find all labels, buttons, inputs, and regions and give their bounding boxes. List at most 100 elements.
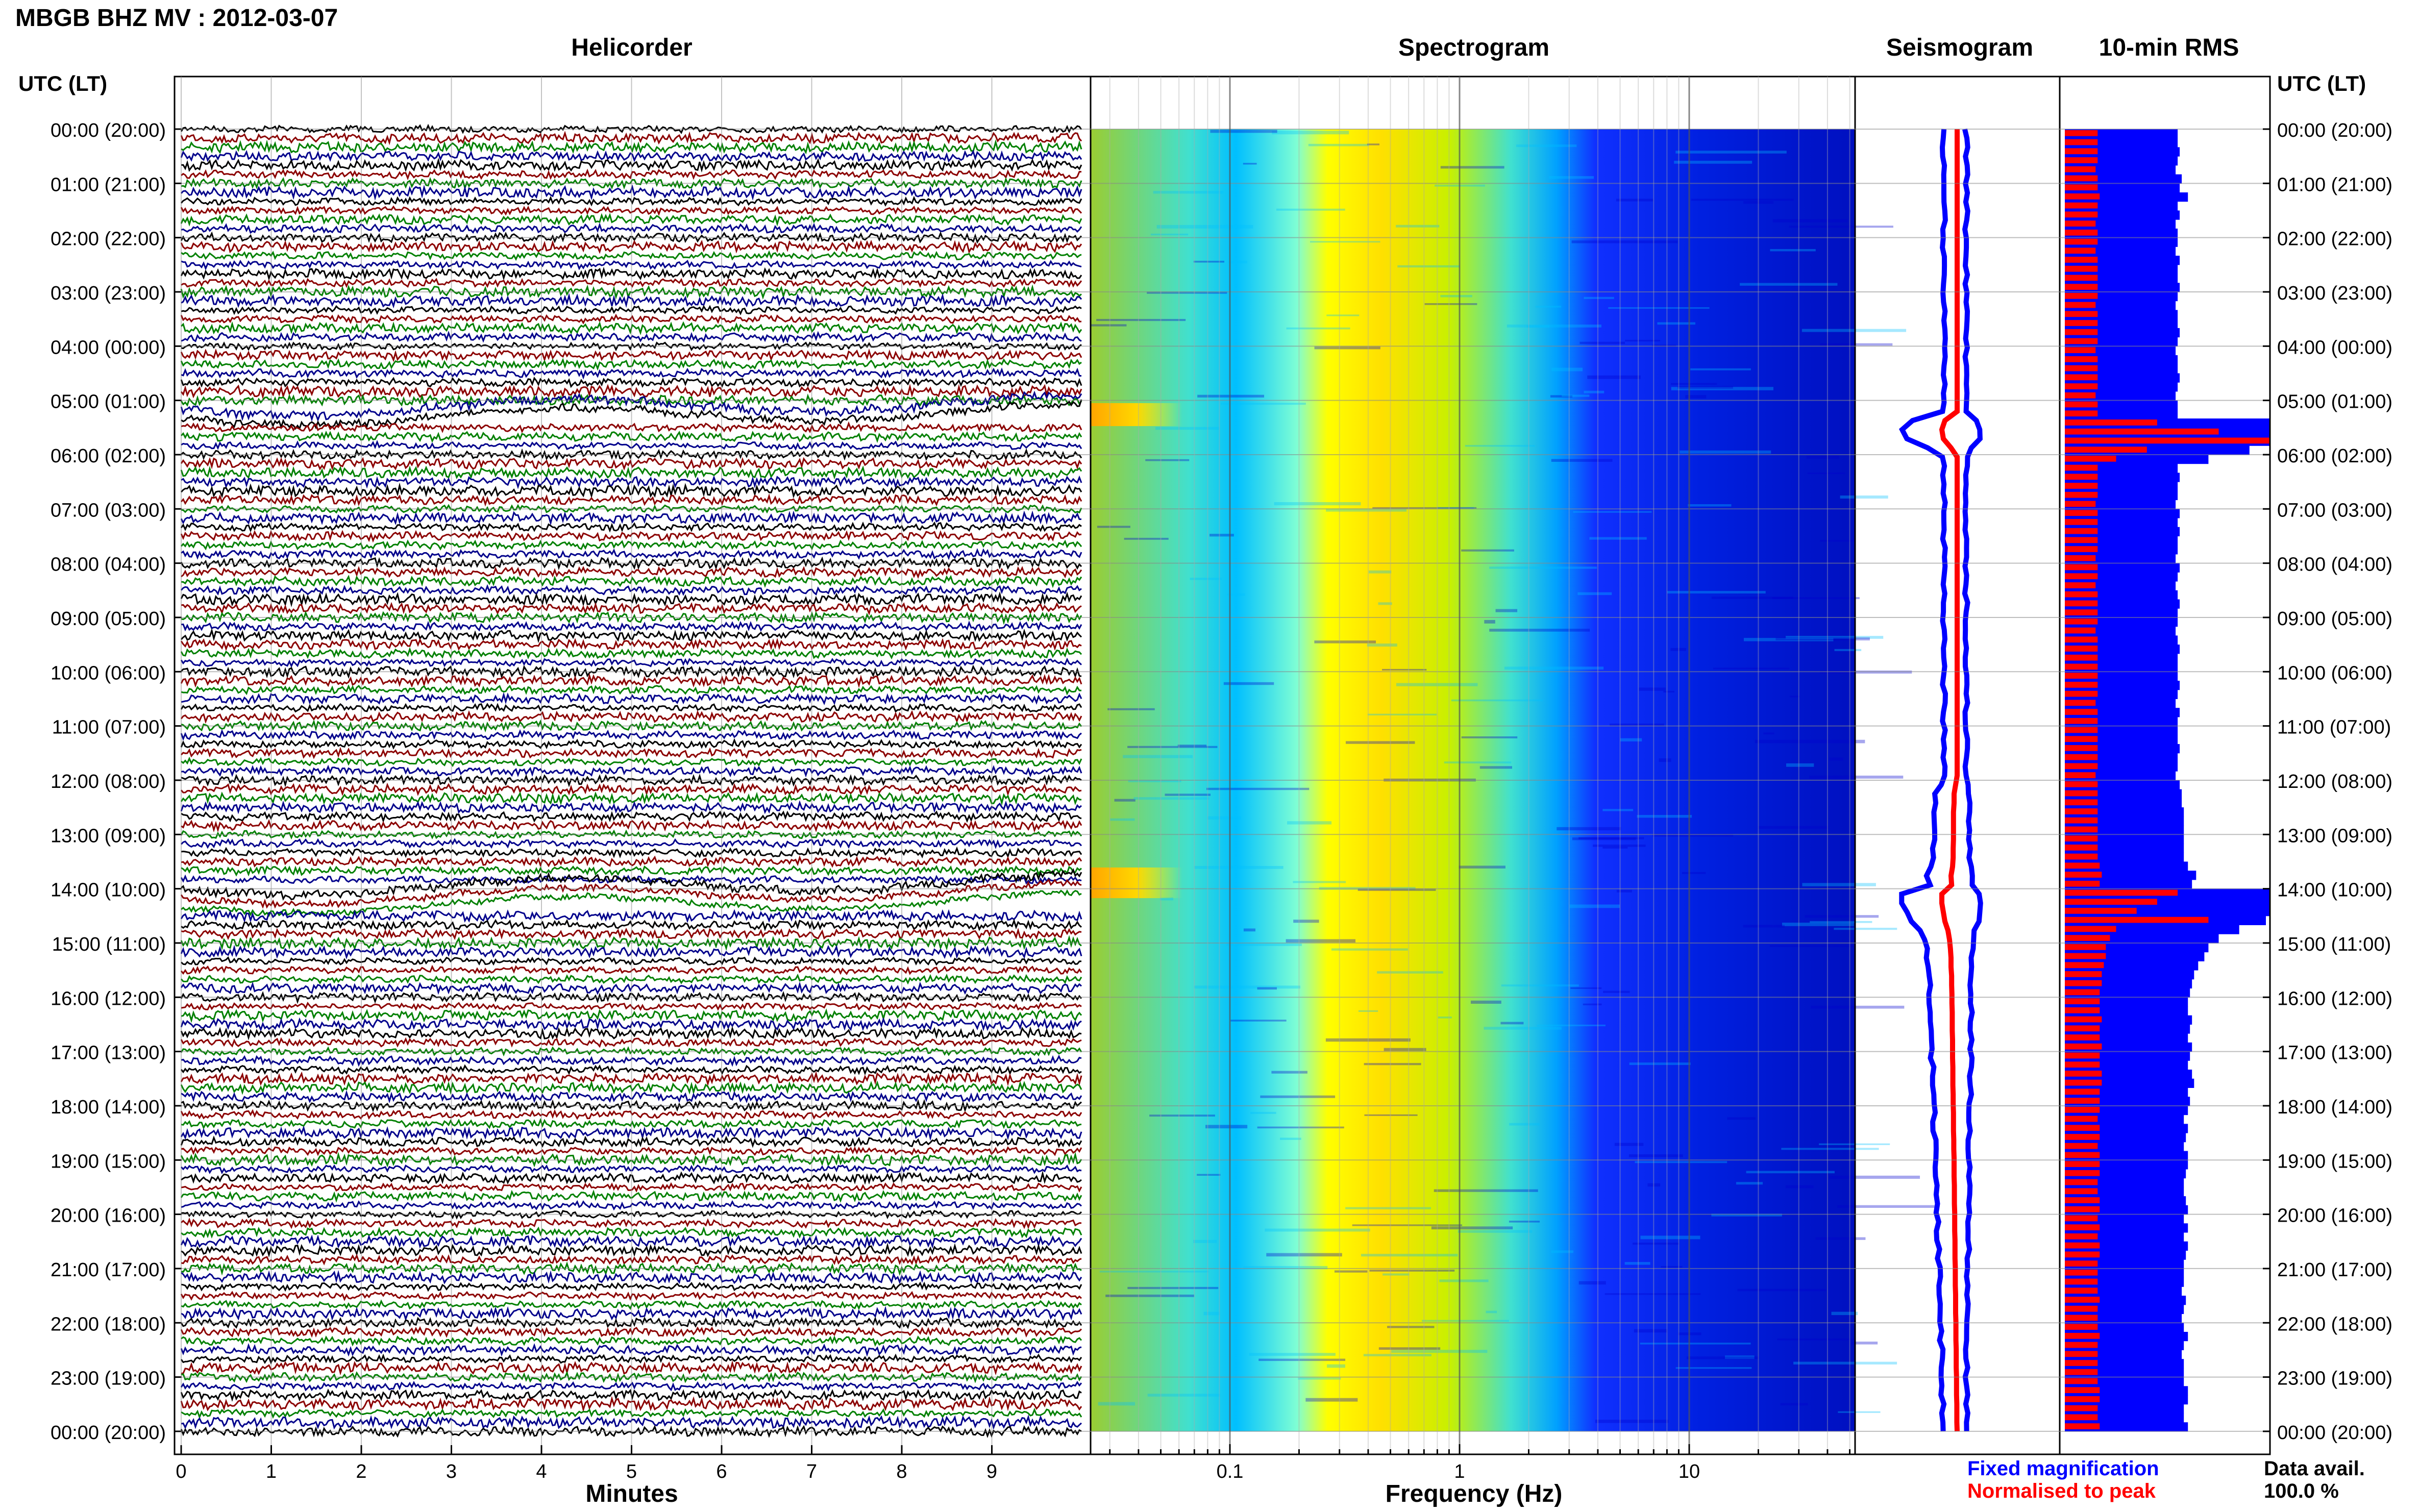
- rms-normalised-bar: [2065, 456, 2116, 462]
- spectrogram-streak: [1097, 526, 1130, 528]
- rms-normalised-bar: [2065, 320, 2097, 326]
- rms-normalised-bar: [2065, 781, 2097, 787]
- rms-normalised-bar: [2065, 139, 2097, 145]
- time-label-left: 07:00 (03:00): [51, 500, 166, 521]
- rms-normalised-bar: [2065, 1378, 2097, 1384]
- time-label-left: 18:00 (14:00): [51, 1097, 166, 1118]
- minute-tick-label: 4: [536, 1461, 547, 1482]
- spectrogram-streak: [1602, 809, 1633, 811]
- spectrogram-streak: [1562, 394, 1589, 396]
- time-label-right: 18:00 (14:00): [2277, 1097, 2392, 1118]
- spectrogram-streak: [1802, 329, 1906, 332]
- spectrogram-streak: [1838, 1411, 1880, 1413]
- spectrogram-streak: [1310, 241, 1380, 242]
- time-label-left: 01:00 (21:00): [51, 174, 166, 195]
- time-label-right: 05:00 (01:00): [2277, 391, 2392, 413]
- spectrogram-streak: [1500, 1022, 1523, 1025]
- time-label-right: 23:00 (19:00): [2277, 1368, 2392, 1390]
- rms-normalised-bar: [2065, 220, 2095, 227]
- time-label-right: 00:00 (20:00): [2277, 1422, 2392, 1444]
- time-label-left: 13:00 (09:00): [51, 825, 166, 847]
- rms-normalised-bar: [2065, 374, 2097, 380]
- rms-normalised-bar: [2065, 1061, 2100, 1068]
- spectrogram-streak: [1157, 225, 1253, 229]
- spectrogram-streak: [1258, 1359, 1345, 1361]
- spectrogram-streak: [1314, 640, 1376, 643]
- spectrogram-streak: [1713, 667, 1789, 669]
- minute-tick-label: 7: [806, 1461, 817, 1482]
- spectrogram-streak: [1480, 766, 1512, 769]
- rms-normalised-bar: [2065, 392, 2095, 399]
- time-label-right: 04:00 (00:00): [2277, 337, 2392, 358]
- minute-tick-label: 2: [356, 1461, 366, 1482]
- time-label-left: 19:00 (15:00): [51, 1151, 166, 1172]
- spectrogram-streak: [1781, 1148, 1879, 1150]
- spectrogram-streak: [1327, 1365, 1345, 1368]
- rms-normalised-bar: [2065, 564, 2097, 571]
- rms-normalised-bar: [2065, 1315, 2097, 1321]
- spectrogram-streak: [1149, 1114, 1215, 1117]
- rms-normalised-bar: [2065, 1025, 2100, 1031]
- rms-normalised-bar: [2065, 1369, 2097, 1375]
- spectrogram-streak: [1551, 368, 1583, 371]
- spectrogram-event-band: [1091, 867, 1855, 898]
- time-label-left: 06:00 (02:00): [51, 445, 166, 467]
- minute-tick-label: 1: [266, 1461, 277, 1482]
- spectrogram-streak: [1625, 1262, 1650, 1265]
- rms-normalised-bar: [2065, 691, 2097, 697]
- spectrogram-streak: [1155, 427, 1219, 430]
- rms-normalised-bar: [2065, 184, 2097, 190]
- rms-normalised-bar: [2065, 582, 2095, 588]
- spectrogram-streak: [1194, 985, 1300, 988]
- time-label-left: 08:00 (04:00): [51, 554, 166, 576]
- rms-normalised-bar: [2065, 1387, 2100, 1393]
- rms-normalised-bar: [2065, 410, 2097, 416]
- rms-normalised-bar: [2065, 1216, 2097, 1222]
- time-label-right: 15:00 (11:00): [2277, 934, 2391, 955]
- time-label-left: 00:00 (20:00): [51, 1422, 166, 1444]
- rms-normalised-bar: [2065, 1134, 2100, 1140]
- spectrogram-streak: [1369, 1270, 1454, 1272]
- rms-normalised-bar: [2065, 492, 2097, 498]
- spectrogram-streak: [1569, 905, 1620, 908]
- time-label-right: 07:00 (03:00): [2277, 500, 2392, 521]
- rms-normalised-bar: [2065, 474, 2097, 480]
- spectrogram-streak: [1577, 592, 1612, 595]
- rms-normalised-bar: [2065, 284, 2097, 290]
- spectrogram-streak: [1829, 1176, 1920, 1179]
- rms-normalised-bar: [2065, 1351, 2097, 1357]
- spectrogram-streak: [1272, 131, 1349, 134]
- spectrogram-streak: [1369, 571, 1391, 574]
- spectrogram-streak: [1782, 923, 1854, 926]
- time-label-right: 02:00 (22:00): [2277, 229, 2392, 250]
- spectrogram-streak: [1740, 283, 1837, 286]
- time-label-right: 20:00 (16:00): [2277, 1205, 2392, 1227]
- rms-normalised-bar: [2065, 419, 2157, 426]
- rms-normalised-bar: [2065, 1279, 2097, 1285]
- rms-normalised-bar: [2065, 1044, 2102, 1050]
- spectrogram-streak: [1675, 151, 1787, 153]
- data-avail-value: 100.0 %: [2264, 1480, 2339, 1503]
- spectrogram-streak: [1743, 925, 1785, 927]
- time-label-left: 00:00 (20:00): [51, 120, 166, 141]
- rms-normalised-bar: [2065, 790, 2097, 797]
- rms-normalised-bar: [2065, 1080, 2102, 1086]
- rms-normalised-bar: [2065, 1287, 2097, 1294]
- spectrogram-title: Spectrogram: [1398, 34, 1549, 62]
- spectrogram-streak: [1461, 550, 1514, 552]
- time-label-left: 14:00 (10:00): [51, 880, 166, 901]
- spectrogram-streak: [1602, 847, 1627, 849]
- spectrogram-streak: [1100, 1271, 1209, 1272]
- rms-normalised-bar: [2065, 230, 2097, 236]
- spectrogram-streak: [1145, 459, 1189, 461]
- spectrogram-streak: [1509, 1221, 1540, 1222]
- spectrogram-streak: [1484, 620, 1495, 624]
- spectrogram-streak: [1777, 1339, 1855, 1341]
- spectrogram-streak: [1133, 797, 1209, 800]
- spectrogram-streak: [1197, 1174, 1220, 1176]
- rms-normalised-bar: [2065, 745, 2097, 751]
- spectrogram-streak: [1573, 511, 1652, 513]
- time-label-right: 17:00 (13:00): [2277, 1043, 2392, 1064]
- rms-normalised-bar: [2065, 700, 2095, 706]
- spectrogram-streak: [1770, 945, 1854, 947]
